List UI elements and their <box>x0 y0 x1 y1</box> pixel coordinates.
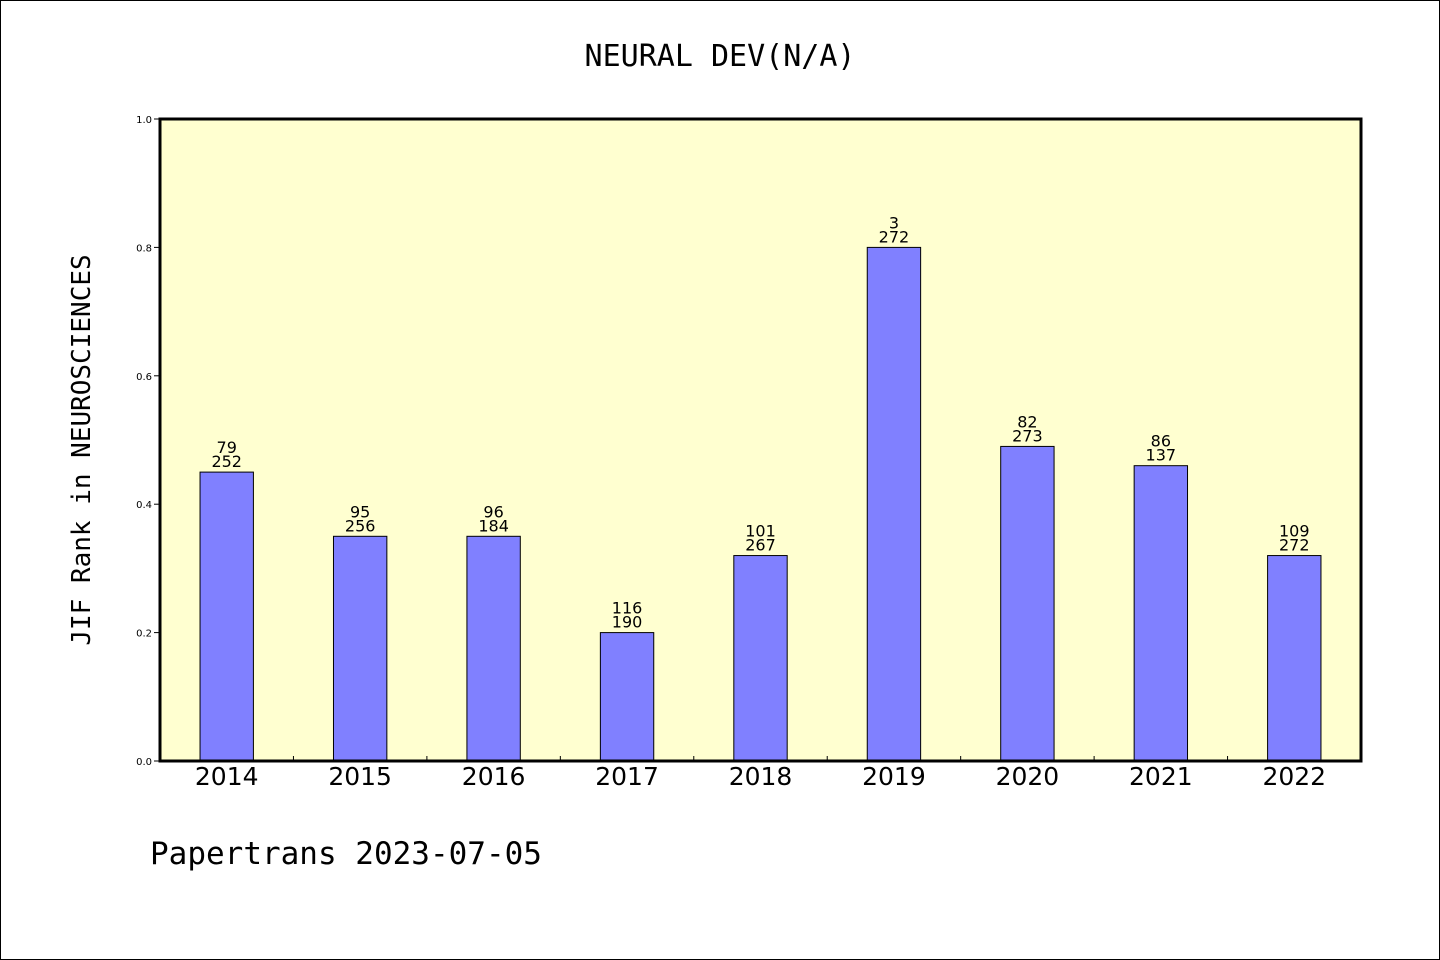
bar-total-label: 252 <box>211 452 242 471</box>
bar-rank-label: 109 <box>1279 522 1310 541</box>
x-axis: 2014 2015 2016 2017 2018 2019 2020 2021 2022 <box>195 756 1326 791</box>
y-tick-label: 0.0 <box>136 757 152 768</box>
bar-total-label: 137 <box>1146 446 1177 465</box>
bar-rank-label: 79 <box>217 438 237 457</box>
y-tick-label: 0.8 <box>136 243 152 254</box>
bar-rank-label: 86 <box>1151 432 1171 451</box>
bar-rank-label: 101 <box>745 522 776 541</box>
footer-text: Papertrans 2023-07-05 <box>150 836 542 872</box>
bar-total-label: 272 <box>879 227 910 246</box>
bar-2021 <box>1133 465 1189 762</box>
bar-total-label: 256 <box>345 516 376 535</box>
y-axis-label: JIF Rank in NEUROSCIENCES <box>67 254 97 645</box>
bar-2016 <box>466 535 521 762</box>
bar-2018 <box>733 555 788 762</box>
y-axis: 0.0 0.2 0.4 0.6 0.8 1.0 <box>136 115 160 768</box>
bar-rank-label: 95 <box>350 502 370 521</box>
bar-2019 <box>866 246 922 762</box>
bar-total-label: 273 <box>1012 426 1043 445</box>
x-tick-label: 2017 <box>595 762 659 791</box>
bar-rank-label: 82 <box>1017 412 1037 431</box>
x-tick-label: 2022 <box>1262 762 1326 791</box>
bar-total-label: 184 <box>478 516 509 535</box>
bar-total-label: 272 <box>1279 536 1310 555</box>
bar-2017 <box>599 632 655 762</box>
y-tick-label: 1.0 <box>136 115 152 126</box>
y-tick-label: 0.4 <box>136 500 152 511</box>
y-tick-label: 0.2 <box>136 629 152 640</box>
chart-title: NEURAL DEV(N/A) <box>585 39 856 74</box>
bar-2014 <box>199 471 254 762</box>
bar-total-label: 267 <box>745 536 776 555</box>
bar-rank-label: 96 <box>483 502 503 521</box>
x-tick-label: 2015 <box>328 762 392 791</box>
plot-border <box>158 117 1363 763</box>
bars: 2527925695184961901162671012723273821378… <box>199 213 1322 762</box>
x-tick-label: 2014 <box>195 762 259 791</box>
bar-rank-label: 3 <box>889 213 899 232</box>
y-tick-label: 0.6 <box>136 372 152 383</box>
bar-2015 <box>332 535 388 762</box>
x-tick-label: 2020 <box>996 762 1060 791</box>
bar-2022 <box>1267 555 1322 762</box>
x-tick-label: 2019 <box>862 762 926 791</box>
x-tick-label: 2018 <box>729 762 793 791</box>
bar-total-label: 190 <box>612 613 643 632</box>
bar-2020 <box>1000 445 1055 762</box>
x-tick-label: 2016 <box>462 762 526 791</box>
x-tick-label: 2021 <box>1129 762 1193 791</box>
bar-rank-label: 116 <box>612 599 643 618</box>
